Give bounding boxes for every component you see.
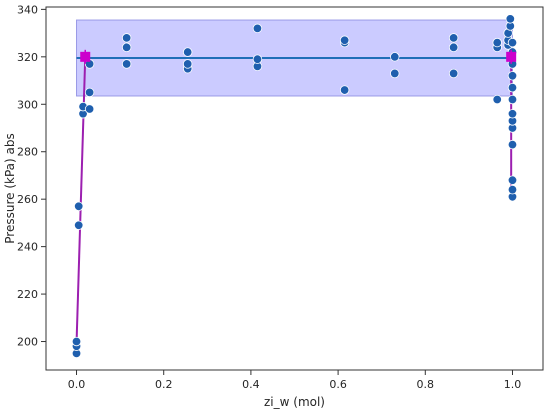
data-point [182,59,193,69]
square-marker-layer [80,49,517,64]
x-tick-label: 1.0 [504,378,522,391]
data-point [507,175,518,185]
data-point [507,109,518,119]
y-tick-label: 260 [17,193,38,206]
data-point [507,37,518,48]
data-point [505,14,516,24]
data-point [390,68,400,79]
data-point [448,42,459,53]
data-point [507,82,518,93]
data-point [73,220,84,230]
square-marker [506,51,517,62]
data-point [339,35,350,45]
y-tick-label: 220 [17,288,38,301]
y-tick-label: 300 [17,98,38,111]
line-layer [75,56,513,344]
x-tick-label: 0.0 [68,378,86,391]
data-point [448,33,459,43]
data-point [84,87,95,98]
x-axis-label: zi_w (mol) [264,395,325,409]
x-tick-label: 0.6 [329,378,347,391]
data-point [71,336,82,347]
data-point [252,54,263,64]
data-point [121,42,132,53]
data-point [448,68,459,79]
data-point [507,184,518,195]
y-tick-label: 200 [17,336,38,349]
y-tick-label: 340 [17,3,38,16]
data-point [182,47,193,57]
square-marker [80,51,91,62]
y-axis-ticks: 200 220 240 260 280 300 320 340 [17,3,46,349]
left-fit-line [75,56,87,344]
data-point [492,37,502,48]
data-point [84,104,95,114]
data-point [121,59,132,69]
y-tick-label: 240 [17,241,38,254]
y-tick-label: 280 [17,146,38,159]
data-point [73,201,84,211]
data-point [121,33,132,43]
plot-frame [45,6,544,371]
x-tick-label: 0.2 [155,378,173,391]
y-tick-label: 320 [17,51,38,64]
x-axis-ticks: 0.0 0.2 0.4 0.6 0.8 1.0 [68,370,521,391]
data-point [252,23,263,34]
data-point [507,94,518,105]
data-point [507,139,518,150]
data-point [492,94,502,105]
data-point [507,71,518,81]
x-tick-label: 0.4 [242,378,260,391]
data-point [339,85,350,95]
y-axis-label: Pressure (kPa) abs [3,133,17,243]
x-tick-label: 0.8 [417,378,435,391]
data-point [390,52,400,62]
